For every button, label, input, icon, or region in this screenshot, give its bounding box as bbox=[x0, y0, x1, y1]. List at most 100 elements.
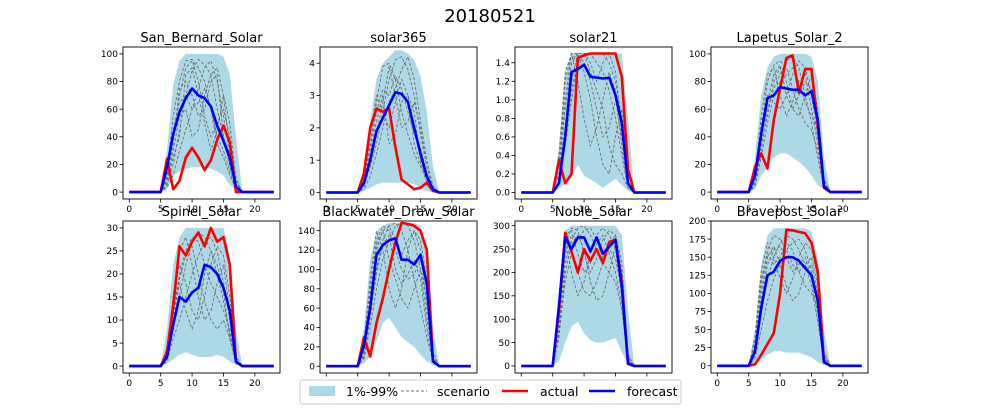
y-tick-label: 0.8 bbox=[496, 115, 511, 125]
subplot-title: San_Bernard_Solar bbox=[140, 31, 263, 46]
forecast-line bbox=[717, 85, 862, 194]
forecast-line bbox=[521, 63, 666, 194]
axes-frame bbox=[710, 220, 869, 374]
y-tick-label: 100 bbox=[298, 266, 315, 276]
y-tick-label: 100 bbox=[689, 50, 706, 60]
band-1-99 bbox=[326, 222, 471, 367]
y-tick-label: 40 bbox=[107, 133, 119, 143]
y-tick-label: 0.6 bbox=[496, 133, 511, 143]
y-tick-label: 50 bbox=[695, 326, 707, 336]
y-tick-label: 80 bbox=[107, 78, 119, 88]
y-tick-label: 20 bbox=[695, 161, 707, 171]
forecast-line bbox=[129, 263, 274, 368]
y-tick-label: 100 bbox=[493, 315, 510, 325]
y-tick-label: 80 bbox=[304, 285, 316, 295]
y-tick-label: 0 bbox=[700, 362, 706, 372]
axes-frame bbox=[319, 46, 478, 200]
axes-frame bbox=[514, 220, 673, 374]
x-tick-label: 15 bbox=[610, 205, 621, 215]
y-tick-label: 20 bbox=[107, 270, 119, 280]
x-tick-label: 5 bbox=[746, 205, 752, 215]
band-1-99 bbox=[717, 228, 862, 366]
y-tick-label: 0.2 bbox=[496, 170, 510, 180]
subplot-6: 0 5 10 15 20 0 20 40 60 80 100 120 140 Blackwater_Dra… bbox=[298, 205, 478, 389]
y-tick-label: 50 bbox=[499, 339, 511, 349]
x-tick-label: 10 bbox=[186, 379, 198, 389]
subplot-2: 0 5 10 15 20 0 1 2 3 4 solar365 bbox=[309, 31, 478, 215]
x-tick-label: 0 bbox=[518, 205, 524, 215]
subplot-title: solar21 bbox=[569, 31, 617, 46]
x-tick-label: 5 bbox=[746, 379, 752, 389]
figure-title: 20180521 bbox=[444, 6, 536, 27]
plot-area bbox=[521, 225, 666, 368]
y-tick-label: 3 bbox=[309, 92, 315, 102]
scenario-line-5 bbox=[326, 230, 471, 367]
x-tick-label: 5 bbox=[550, 205, 556, 215]
y-tick-label: 125 bbox=[689, 271, 706, 281]
y-tick-label: 200 bbox=[689, 217, 706, 227]
x-tick-label: 15 bbox=[218, 205, 229, 215]
band-1-99 bbox=[717, 53, 862, 193]
y-tick-label: 100 bbox=[101, 50, 118, 60]
y-tick-label: 60 bbox=[107, 105, 119, 115]
subplot-4: 0 5 10 15 20 0 20 40 60 80 100 Lapetus_Solar_2 bbox=[689, 31, 869, 215]
subplot-title: Blackwater_Draw_Solar bbox=[322, 205, 475, 220]
legend-band-label: 1%-99% bbox=[346, 384, 398, 399]
y-tick-label: 140 bbox=[298, 227, 315, 237]
x-tick-label: 0 bbox=[126, 205, 132, 215]
y-tick-label: 120 bbox=[298, 246, 315, 256]
y-tick-label: 20 bbox=[107, 161, 119, 171]
axes-frame bbox=[710, 46, 869, 200]
subplot-title: Lapetus_Solar_2 bbox=[737, 31, 843, 46]
y-tick-label: 20 bbox=[304, 343, 316, 353]
band-1-99 bbox=[129, 53, 274, 193]
subplot-3: 0 5 10 15 20 0.0 0.2 0.4 0.6 0.8 1.0 1.2 1.4 solar21 bbox=[496, 31, 673, 215]
y-tick-label: 150 bbox=[689, 253, 706, 263]
y-tick-label: 150 bbox=[493, 292, 510, 302]
x-tick-label: 20 bbox=[446, 205, 458, 215]
x-tick-label: 5 bbox=[158, 205, 164, 215]
y-tick-label: 1.0 bbox=[496, 96, 511, 106]
y-tick-label: 200 bbox=[493, 269, 510, 279]
x-tick-label: 5 bbox=[355, 205, 361, 215]
axes-frame bbox=[122, 46, 281, 200]
axes-frame bbox=[319, 220, 478, 374]
band-1-99 bbox=[326, 50, 471, 193]
plot-area bbox=[129, 226, 274, 368]
y-tick-label: 250 bbox=[493, 245, 510, 255]
axes-frame bbox=[514, 46, 673, 200]
x-tick-label: 20 bbox=[249, 379, 261, 389]
plot-area bbox=[129, 53, 274, 194]
y-tick-label: 1 bbox=[309, 156, 315, 166]
forecast-line bbox=[326, 237, 471, 368]
legend-actual-label: actual bbox=[540, 384, 579, 399]
y-tick-label: 30 bbox=[107, 224, 119, 234]
forecast-line bbox=[521, 236, 666, 368]
y-tick-label: 60 bbox=[695, 105, 707, 115]
y-tick-label: 40 bbox=[695, 133, 707, 143]
y-tick-label: 1.2 bbox=[496, 77, 510, 87]
y-tick-label: 2 bbox=[309, 124, 315, 134]
y-tick-label: 0.4 bbox=[496, 152, 511, 162]
x-tick-label: 0 bbox=[714, 379, 720, 389]
y-tick-label: 4 bbox=[309, 59, 315, 69]
y-tick-label: 75 bbox=[695, 308, 706, 318]
band-1-99 bbox=[521, 53, 666, 193]
forecast-line bbox=[326, 91, 471, 194]
x-tick-label: 15 bbox=[806, 205, 817, 215]
plot-area bbox=[717, 53, 862, 194]
subplot-1: 0 5 10 15 20 0 20 40 60 80 100 San_Bernard_Solar bbox=[101, 31, 281, 215]
x-tick-label: 15 bbox=[415, 205, 426, 215]
x-tick-label: 20 bbox=[249, 205, 261, 215]
x-tick-label: 10 bbox=[774, 379, 786, 389]
subplot-7: 05101520050100150200250300Noble_Solar bbox=[493, 205, 673, 389]
scenario-line-2 bbox=[717, 235, 862, 367]
y-tick-label: 175 bbox=[689, 235, 706, 245]
scenario-line-1 bbox=[129, 60, 274, 193]
legend-frame bbox=[299, 379, 682, 405]
scenario-line-7 bbox=[521, 248, 666, 367]
y-tick-label: 0 bbox=[309, 189, 315, 199]
subplot-8: 0 5 10 15 200255075100125150175200Bravepost_… bbox=[689, 205, 869, 389]
